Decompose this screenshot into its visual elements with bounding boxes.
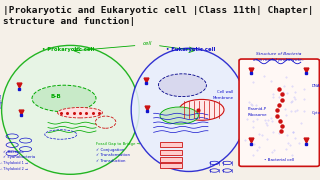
Text: ✓ Transduction: ✓ Transduction [96,159,125,163]
Text: ✓ Transformation: ✓ Transformation [96,153,130,157]
Text: • Bacterial cell: • Bacterial cell [264,158,294,162]
Text: as a model prokaryote-: as a model prokaryote- [253,58,304,62]
Text: |Prokaryotic and Eukaryotic cell |Class 11th| Chapter| Cell
structure and functi: |Prokaryotic and Eukaryotic cell |Class … [3,6,320,26]
Ellipse shape [131,48,246,172]
Text: Cell wall: Cell wall [217,90,234,94]
Ellipse shape [32,85,96,112]
Ellipse shape [58,107,102,118]
Text: Flagella: Flagella [0,93,3,108]
Text: • Eukaryotic cell: • Eukaryotic cell [166,47,216,52]
Bar [160,163,182,168]
Text: Structure of Bacteria: Structure of Bacteria [256,52,301,56]
Text: Cytoplasm: Cytoplasm [312,111,320,115]
Bar [160,158,182,162]
Text: DNA: DNA [312,84,320,88]
Text: ✓ Bacteria: ✓ Bacteria [3,150,24,154]
Text: • Prokaryotic cell: • Prokaryotic cell [42,47,94,52]
Ellipse shape [2,45,139,174]
FancyBboxPatch shape [239,59,319,166]
Text: Ribosome: Ribosome [248,113,268,118]
Text: cell: cell [142,41,152,46]
Ellipse shape [158,74,206,97]
Text: Fossil Gap to Bridge →: Fossil Gap to Bridge → [96,142,140,146]
Text: Plasmid-P: Plasmid-P [248,107,267,111]
Text: ✓ cyanobacteria: ✓ cyanobacteria [3,155,36,159]
Text: B-B: B-B [51,94,61,98]
Bar [160,142,182,147]
Ellipse shape [179,99,224,120]
Text: ∴ Thylakoid 2 →: ∴ Thylakoid 2 → [0,166,28,171]
Ellipse shape [160,107,198,124]
Text: ∴ Thylakoid 1 →: ∴ Thylakoid 1 → [0,161,28,165]
Bar [160,150,182,155]
Text: Membrane: Membrane [212,96,234,100]
Text: ✓ Conjugation: ✓ Conjugation [96,148,124,152]
